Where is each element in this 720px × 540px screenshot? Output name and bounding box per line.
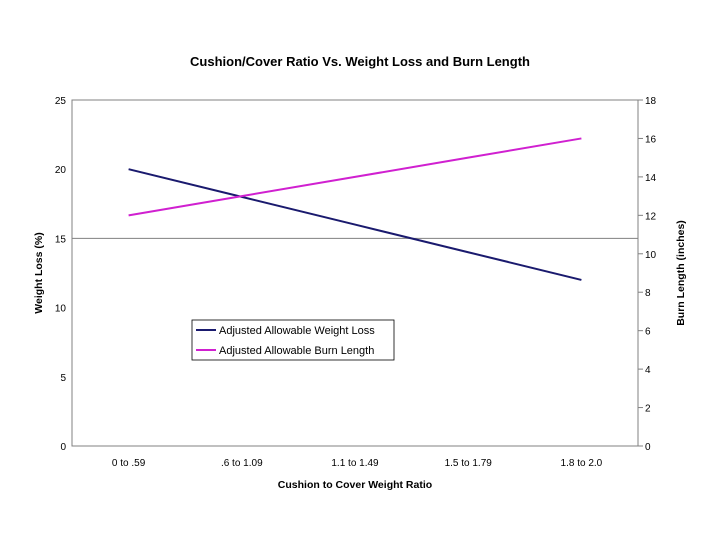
x-tick-label: .6 to 1.09: [221, 458, 263, 469]
y2-tick-label: 2: [645, 404, 651, 415]
x-tick-label: 1.5 to 1.79: [445, 458, 493, 469]
y-axis-label: Weight Loss (%): [33, 232, 45, 313]
plot-area: [71, 99, 639, 447]
y-tick-label: 20: [55, 165, 67, 176]
y2-tick-label: 14: [645, 173, 657, 184]
x-tick-labels: 0 to .59 .6 to 1.09 1.1 to 1.49 1.5 to 1.79…: [112, 458, 603, 469]
y2-tick-label: 10: [645, 250, 657, 261]
y-tick-label: 10: [55, 304, 67, 315]
x-tick-label: 0 to .59: [112, 458, 146, 469]
y2-tick-label: 18: [645, 96, 657, 107]
y-tick-label: 0: [60, 442, 66, 453]
y2-tick-label: 4: [645, 365, 651, 376]
y2-tick-label: 0: [645, 442, 651, 453]
x-tick-label: 1.1 to 1.49: [331, 458, 379, 469]
y2-tick-label: 16: [645, 134, 657, 145]
y2-axis-label: Burn Length (inches): [675, 220, 687, 326]
legend: Adjusted Allowable Weight Loss Adjusted A…: [191, 319, 395, 361]
y2-tick-labels: 0 2 4 6 8 10 12 14 16 18: [638, 96, 657, 453]
y-tick-labels: 0 5 10 15 20 25: [55, 96, 67, 453]
y-tick-label: 15: [55, 234, 67, 245]
y2-tick-label: 8: [645, 288, 651, 299]
y-tick-label: 5: [60, 373, 66, 384]
series-line-2: [128, 137, 582, 217]
legend-box: [191, 319, 395, 361]
series-lines: [128, 137, 582, 281]
y-tick-label: 25: [55, 96, 67, 107]
legend-label-1: Adjusted Allowable Weight Loss: [219, 325, 375, 337]
chart-title: Cushion/Cover Ratio Vs. Weight Loss and …: [190, 54, 530, 69]
x-tick-label: 1.8 to 2.0: [561, 458, 603, 469]
legend-label-2: Adjusted Allowable Burn Length: [219, 345, 374, 357]
y2-tick-label: 6: [645, 327, 651, 338]
series-line-1: [128, 168, 582, 281]
x-axis-label: Cushion to Cover Weight Ratio: [278, 479, 432, 491]
y2-tick-label: 12: [645, 211, 657, 222]
